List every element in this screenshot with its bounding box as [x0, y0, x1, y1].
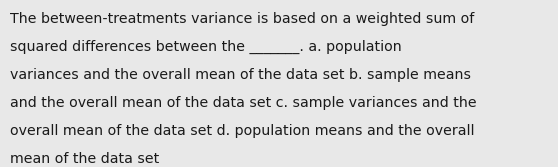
Text: squared differences between the _______. a. population: squared differences between the _______.…	[10, 40, 402, 54]
Text: and the overall mean of the data set c. sample variances and the: and the overall mean of the data set c. …	[10, 96, 477, 110]
Text: overall mean of the data set d. population means and the overall: overall mean of the data set d. populati…	[10, 124, 474, 138]
Text: variances and the overall mean of the data set b. sample means: variances and the overall mean of the da…	[10, 68, 471, 82]
Text: The between-treatments variance is based on a weighted sum of: The between-treatments variance is based…	[10, 12, 474, 26]
Text: mean of the data set: mean of the data set	[10, 152, 159, 166]
